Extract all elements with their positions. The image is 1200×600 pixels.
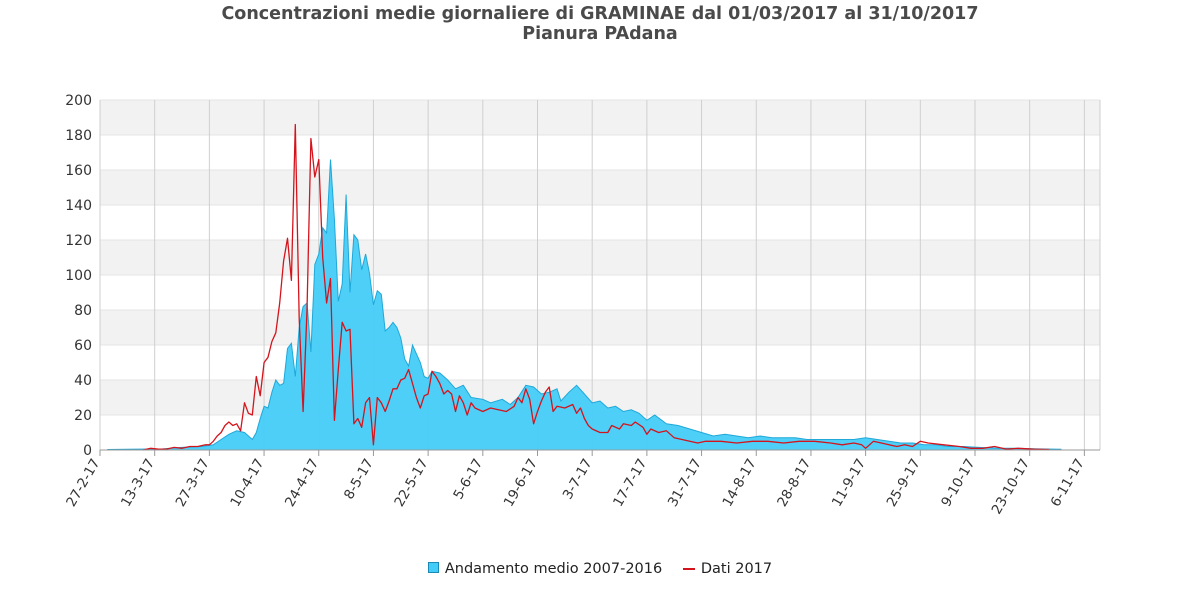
legend-item-average[interactable]: Andamento medio 2007-2016 bbox=[427, 561, 663, 577]
x-tick-label: 19-6-17 bbox=[501, 456, 541, 510]
y-tick-label: 80 bbox=[74, 303, 92, 319]
x-tick-label: 14-8-17 bbox=[720, 456, 760, 510]
y-tick-label: 180 bbox=[65, 128, 92, 144]
grid-band bbox=[100, 170, 1100, 205]
legend-label-average: Andamento medio 2007-2016 bbox=[444, 561, 663, 577]
x-tick-label: 3-7-17 bbox=[560, 456, 596, 502]
chart-subtitle: Pianura PAdana bbox=[522, 24, 678, 44]
grid-band bbox=[100, 310, 1100, 345]
y-tick-label: 140 bbox=[65, 198, 92, 214]
grid-band bbox=[100, 240, 1100, 275]
legend-swatch-average bbox=[427, 562, 439, 573]
x-tick-label: 11-9-17 bbox=[829, 456, 869, 510]
x-tick-label: 22-5-17 bbox=[391, 456, 431, 510]
x-tick-label: 8-5-17 bbox=[341, 456, 377, 502]
y-tick-label: 200 bbox=[65, 93, 92, 109]
x-tick-label: 23-10-17 bbox=[989, 456, 1033, 517]
y-tick-label: 120 bbox=[65, 233, 92, 249]
x-tick-label: 10-4-17 bbox=[227, 456, 267, 510]
legend-swatch-2017 bbox=[682, 568, 695, 570]
series-line-2017 bbox=[142, 123, 1050, 451]
legend: Andamento medio 2007-2016 Dati 2017 bbox=[0, 561, 1200, 577]
y-tick-label: 20 bbox=[74, 408, 92, 424]
x-tick-label: 9-10-17 bbox=[938, 456, 978, 510]
x-tick-label: 27-2-17 bbox=[63, 456, 103, 510]
x-tick-label: 31-7-17 bbox=[665, 456, 705, 510]
chart-title: Concentrazioni medie giornaliere di GRAM… bbox=[221, 4, 979, 24]
series-area-average bbox=[107, 159, 1062, 451]
x-tick-label: 17-7-17 bbox=[610, 456, 650, 510]
x-tick-label: 6-11-17 bbox=[1048, 456, 1088, 510]
y-tick-label: 100 bbox=[65, 268, 92, 284]
x-tick-label: 24-4-17 bbox=[282, 456, 322, 510]
x-tick-label: 27-3-17 bbox=[173, 456, 213, 510]
legend-item-2017[interactable]: Dati 2017 bbox=[682, 561, 773, 577]
y-tick-label: 0 bbox=[83, 443, 92, 459]
y-tick-label: 160 bbox=[65, 163, 92, 179]
x-tick-label: 28-8-17 bbox=[774, 456, 814, 510]
x-tick-label: 5-6-17 bbox=[450, 456, 486, 502]
y-tick-label: 40 bbox=[74, 373, 92, 389]
y-tick-label: 60 bbox=[74, 338, 92, 354]
grid-band bbox=[100, 100, 1100, 135]
legend-label-2017: Dati 2017 bbox=[700, 561, 773, 577]
x-tick-label: 13-3-17 bbox=[118, 456, 158, 510]
x-tick-label: 25-9-17 bbox=[884, 456, 924, 510]
